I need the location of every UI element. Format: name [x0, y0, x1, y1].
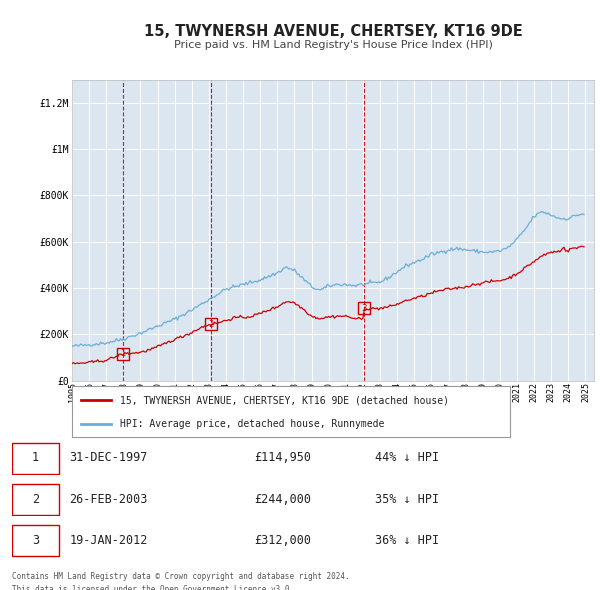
- Text: 2: 2: [209, 320, 214, 329]
- Text: 19-JAN-2012: 19-JAN-2012: [70, 534, 148, 547]
- FancyBboxPatch shape: [12, 484, 59, 515]
- Text: 3: 3: [32, 534, 39, 547]
- Text: 1: 1: [32, 451, 39, 464]
- Text: 31-DEC-1997: 31-DEC-1997: [70, 451, 148, 464]
- Text: 36% ↓ HPI: 36% ↓ HPI: [375, 534, 439, 547]
- Text: £114,950: £114,950: [254, 451, 311, 464]
- Text: 2: 2: [32, 493, 39, 506]
- Text: 35% ↓ HPI: 35% ↓ HPI: [375, 493, 439, 506]
- Text: 26-FEB-2003: 26-FEB-2003: [70, 493, 148, 506]
- FancyBboxPatch shape: [12, 442, 59, 474]
- FancyBboxPatch shape: [12, 525, 59, 556]
- Text: 15, TWYNERSH AVENUE, CHERTSEY, KT16 9DE (detached house): 15, TWYNERSH AVENUE, CHERTSEY, KT16 9DE …: [120, 395, 449, 405]
- Text: 1: 1: [121, 349, 126, 359]
- Text: HPI: Average price, detached house, Runnymede: HPI: Average price, detached house, Runn…: [120, 419, 385, 429]
- Text: 44% ↓ HPI: 44% ↓ HPI: [375, 451, 439, 464]
- Text: Price paid vs. HM Land Registry's House Price Index (HPI): Price paid vs. HM Land Registry's House …: [173, 40, 493, 50]
- Text: £312,000: £312,000: [254, 534, 311, 547]
- Text: Contains HM Land Registry data © Crown copyright and database right 2024.
This d: Contains HM Land Registry data © Crown c…: [12, 572, 350, 590]
- Text: 3: 3: [361, 304, 367, 313]
- Text: 15, TWYNERSH AVENUE, CHERTSEY, KT16 9DE: 15, TWYNERSH AVENUE, CHERTSEY, KT16 9DE: [143, 24, 523, 38]
- Text: £244,000: £244,000: [254, 493, 311, 506]
